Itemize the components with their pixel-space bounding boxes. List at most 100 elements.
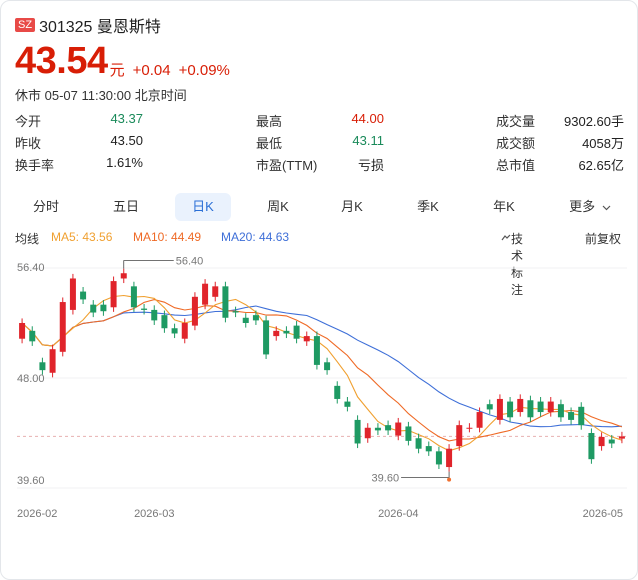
candle-body [202,283,209,305]
candle-body [252,315,259,321]
ma5-line [21,294,623,452]
stat-label: 成交量 [496,114,536,129]
candle-body [120,273,127,279]
ma20-line [21,305,622,428]
stock-title[interactable]: 301325 曼恩斯特 [39,19,161,36]
stats-row: 换手率 1.61% 市盈(TTM) 亏损 总市值 62.65亿 [15,155,625,177]
market-badge: SZ [15,18,36,32]
y-tick-label: 56.40 [17,262,45,274]
period-tabs: 分时 五日 日K 周K 月K 季K 年K 更多 [15,191,627,223]
candle-body [80,291,87,300]
candle-body [435,451,442,465]
tab-intraday[interactable]: 分时 [32,199,59,214]
candle-body [446,448,453,468]
candle-body [161,315,168,329]
candle-body [395,422,402,436]
market-cap-value: 62.65亿 [578,158,624,173]
candle-body [557,404,564,418]
candle-body [324,362,331,371]
stat-label: 今开 [15,114,42,129]
y-tick-label: 39.60 [17,475,45,487]
candle-body [608,439,615,444]
candle-body [496,398,503,420]
stats-row: 昨收 43.50 最低 43.11 成交额 4058万 [15,133,625,155]
candle-body [242,317,249,323]
tab-more-label: 更多 [569,199,596,214]
candle-body [59,302,66,352]
candle-body [69,278,76,310]
candle-body [568,412,575,420]
candle-body [39,362,46,371]
candle-body [588,433,595,460]
candle-body [537,401,544,413]
candle-body [334,385,341,399]
candle-body [90,304,97,313]
candle-body [598,436,605,447]
candle-body [415,438,422,449]
stat-label: 最低 [256,136,283,151]
candle-body [527,400,534,418]
pe-value: 亏损 [357,158,384,173]
candle-body [364,427,371,439]
annotation-icon [501,234,511,241]
candle-body [130,286,137,308]
prev-close-value: 43.50 [110,133,143,148]
ma-label: 均线 [15,232,40,246]
candle-body [466,427,473,429]
candle-body [547,401,554,413]
candle-body [293,325,300,339]
candle-body [110,281,117,308]
stat-label: 昨收 [15,136,42,151]
stat-label: 成交额 [496,136,536,151]
candle-body [517,398,524,413]
price-unit: 元 [109,62,125,79]
candle-body [19,323,26,339]
candle-body [263,320,270,355]
stats-row: 今开 43.37 最高 44.00 成交量 9302.60手 [15,111,625,133]
tab-yearly-k[interactable]: 年K [493,199,515,214]
candle-body [273,330,280,337]
candle-body [486,404,493,410]
kline-chart[interactable]: 56.40 48.00 39.60 2026-02 2026-03 2026-04 2026… [1,253,637,523]
chevron-down-icon [602,205,611,210]
tech-annotation-toggle[interactable]: 技术标注 [501,230,523,297]
min-label: 39.60 [372,473,400,485]
candle-body [181,323,188,339]
candle-body [141,308,148,310]
ma10-line [21,299,623,442]
tab-more[interactable]: 更多 [553,193,627,221]
stat-label: 总市值 [496,158,536,173]
candle-body [49,349,56,373]
min-dot [447,477,452,482]
candle-body [191,296,198,326]
candle-body [171,328,178,334]
candle-body [344,401,351,407]
stats-grid: 今开 43.37 最高 44.00 成交量 9302.60手 昨收 43.50 … [15,111,625,177]
candle-body [507,401,514,418]
max-label: 56.40 [176,256,204,268]
candle-body [374,427,381,431]
tab-daily-k[interactable]: 日K [175,193,231,221]
ma10-value: MA10: 44.49 [133,230,202,244]
tab-monthly-k[interactable]: 月K [341,199,363,214]
candle-body [405,426,412,441]
market-status: 休市 05-07 11:30:00 北京时间 [15,88,187,103]
candle-body [212,286,219,297]
stat-label: 市盈(TTM) [256,158,318,173]
price-change: +0.04 [132,62,171,79]
tab-quarterly-k[interactable]: 季K [417,199,439,214]
tab-five-day[interactable]: 五日 [112,199,139,214]
candle-body [283,330,290,334]
candle-body [100,304,107,312]
tech-annotation-label: 技术标注 [511,232,524,297]
ma5-value: MA5: 43.56 [51,230,113,244]
candle-body [354,419,361,444]
tab-weekly-k[interactable]: 周K [267,199,289,214]
x-tick-label: 2026-02 [17,508,57,520]
candle-body [425,446,432,452]
candle-body [456,425,463,447]
max-pointer [123,260,174,269]
current-price: 43.54 [15,40,108,82]
adjust-button[interactable]: 前复权 [585,232,622,246]
high-value: 44.00 [351,111,384,126]
